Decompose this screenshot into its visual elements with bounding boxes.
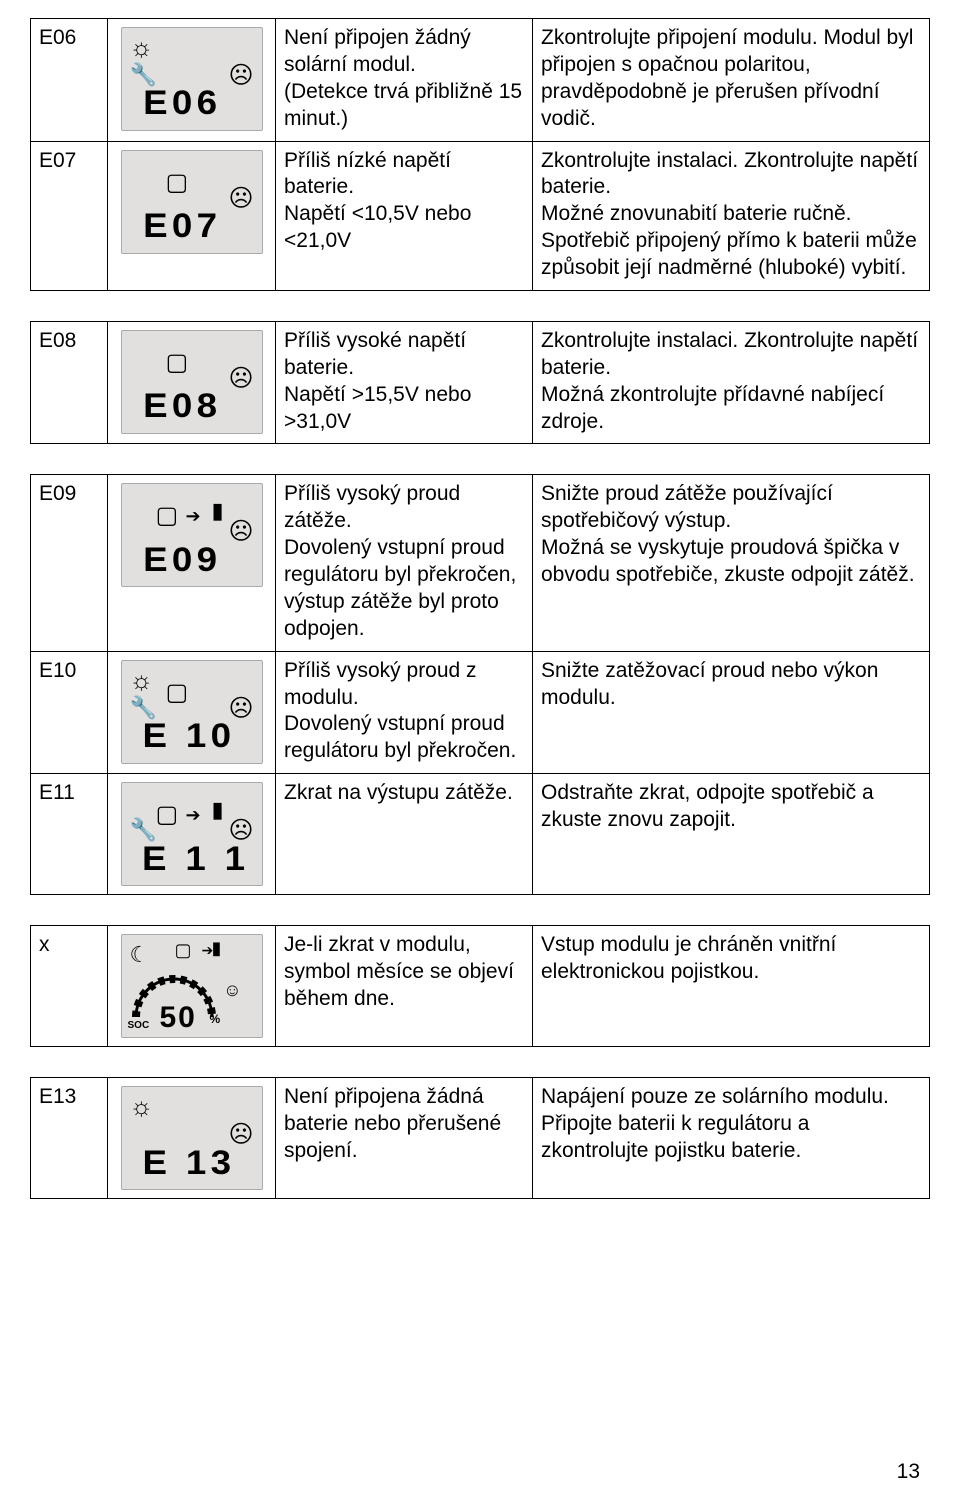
remedy-cell: Zkontrolujte instalaci. Zkontrolujte nap… [533, 141, 930, 290]
error-code-cell: x [31, 926, 108, 1047]
table-row: E06☼🔧☹E06Není připojen žádný solární mod… [31, 19, 930, 142]
cause-cell: Příliš vysoký proud z modulu.Dovolený vs… [276, 651, 533, 774]
sun-icon: ☼ [130, 1093, 154, 1119]
error-code-display: E09 [143, 539, 221, 583]
sad-face-icon: ☹ [228, 520, 253, 544]
sun-icon: ☼ [130, 34, 154, 60]
error-code-cell: E08 [31, 321, 108, 444]
battery-icon: ▢ [166, 681, 189, 705]
error-table: E06☼🔧☹E06Není připojen žádný solární mod… [30, 18, 930, 291]
display-image-cell: ▢ ☹ E07 [108, 141, 276, 290]
display-image-cell: ☾▢➔▮☺SOC50% [108, 926, 276, 1047]
smile-icon: ☺ [223, 979, 241, 1002]
table-row: E11🔧▢➔▮☹E 1 1Zkrat na výstupu zátěže.Ods… [31, 774, 930, 895]
sad-face-icon: ☹ [228, 64, 253, 88]
remedy-cell: Snižte proud zátěže používající spotřebi… [533, 475, 930, 651]
sad-face-icon: ☹ [228, 187, 253, 211]
error-code-display: E 1 1 [142, 838, 249, 882]
soc-value: 50 [160, 999, 197, 1037]
bulb-icon: ▮ [212, 937, 254, 960]
bulb-icon: ▮ [212, 500, 224, 522]
lcd-display: ☼🔧☹E06 [121, 27, 263, 131]
remedy-cell: Vstup modulu je chráněn vnitřní elektron… [533, 926, 930, 1047]
arrow-icon: ➔ [186, 806, 201, 824]
remedy-cell: Snižte zatěžovací proud nebo výkon modul… [533, 651, 930, 774]
table-row: E13☼☹E 13Není připojena žádná baterie ne… [31, 1078, 930, 1199]
cause-cell: Není připojen žádný solární modul.(Detek… [276, 19, 533, 142]
battery-icon: ▢ [175, 939, 192, 962]
cause-cell: Příliš nízké napětí baterie.Napětí <10,5… [276, 141, 533, 290]
cause-cell: Příliš vysoké napětí baterie.Napětí >15,… [276, 321, 533, 444]
remedy-cell: Zkontrolujte instalaci. Zkontrolujte nap… [533, 321, 930, 444]
sun-icon: ☼ [130, 667, 154, 693]
error-table: E08 ▢ ☹ E08 Příliš vysoké napětí baterie.Nap… [30, 321, 930, 445]
battery-icon: ▢ [166, 171, 189, 195]
cause-cell: Zkrat na výstupu zátěže. [276, 774, 533, 895]
remedy-cell: Napájení pouze ze solárního modulu. Přip… [533, 1078, 930, 1199]
lcd-display: ▢ ➔ ▮☹ E09 [121, 483, 263, 587]
lcd-display: ▢ ☹ E08 [121, 330, 263, 434]
error-code-display: E 10 [142, 715, 235, 759]
lcd-display-soc: ☾▢➔▮☺SOC50% [121, 934, 263, 1038]
error-code-cell: E10 [31, 651, 108, 774]
battery-icon: ▢ [156, 803, 179, 827]
error-code-cell: E07 [31, 141, 108, 290]
error-code-cell: E09 [31, 475, 108, 651]
lcd-display: ☼☹E 13 [121, 1086, 263, 1190]
display-image-cell: 🔧▢➔▮☹E 1 1 [108, 774, 276, 895]
error-code-display: E08 [143, 385, 221, 429]
table-row: x☾▢➔▮☺SOC50%Je-li zkrat v modulu, symbol… [31, 926, 930, 1047]
lcd-display: ▢ ☹ E07 [121, 150, 263, 254]
cause-cell: Příliš vysoký proud zátěže.Dovolený vstu… [276, 475, 533, 651]
table-row: E07 ▢ ☹ E07 Příliš nízké napětí baterie.Napě… [31, 141, 930, 290]
display-image-cell: ☼🔧☹E06 [108, 19, 276, 142]
soc-label: SOC [128, 1020, 150, 1033]
error-code-display: E 13 [142, 1142, 235, 1186]
table-row: E10☼🔧▢☹E 10Příliš vysoký proud z modulu.… [31, 651, 930, 774]
lcd-display: 🔧▢➔▮☹E 1 1 [121, 782, 263, 886]
battery-icon: ▢ [156, 504, 179, 528]
error-table: E13☼☹E 13Není připojena žádná baterie ne… [30, 1077, 930, 1199]
error-code-cell: E13 [31, 1078, 108, 1199]
percent-label: % [210, 1012, 221, 1027]
error-code-cell: E11 [31, 774, 108, 895]
lcd-display: ☼🔧▢☹E 10 [121, 660, 263, 764]
cause-cell: Není připojena žádná baterie nebo přeruš… [276, 1078, 533, 1199]
remedy-cell: Zkontrolujte připojení modulu. Modul byl… [533, 19, 930, 142]
bulb-icon: ▮ [212, 799, 224, 821]
display-image-cell: ▢ ➔ ▮☹ E09 [108, 475, 276, 651]
table-row: E08 ▢ ☹ E08 Příliš vysoké napětí baterie.Nap… [31, 321, 930, 444]
display-image-cell: ▢ ☹ E08 [108, 321, 276, 444]
page: E06☼🔧☹E06Není připojen žádný solární mod… [0, 0, 960, 1504]
battery-icon: ▢ [166, 351, 189, 375]
table-row: E09 ▢ ➔ ▮☹ E09 Příliš vysoký proud zátěže.Dov… [31, 475, 930, 651]
remedy-cell: Odstraňte zkrat, odpojte spotřebič a zku… [533, 774, 930, 895]
moon-icon: ☾ [130, 941, 150, 969]
arrow-icon: ➔ [186, 507, 201, 525]
error-table: x☾▢➔▮☺SOC50%Je-li zkrat v modulu, symbol… [30, 925, 930, 1047]
error-code-display: E06 [143, 82, 221, 126]
display-image-cell: ☼☹E 13 [108, 1078, 276, 1199]
error-tables-container: E06☼🔧☹E06Není připojen žádný solární mod… [30, 18, 930, 1199]
error-table: E09▢➔▮☹E09Příliš vysoký proud zátěže.Dov… [30, 474, 930, 895]
sad-face-icon: ☹ [228, 367, 253, 391]
page-number: 13 [897, 1460, 920, 1484]
display-image-cell: ☼🔧▢☹E 10 [108, 651, 276, 774]
error-code-display: E07 [143, 205, 221, 249]
cause-cell: Je-li zkrat v modulu, symbol měsíce se o… [276, 926, 533, 1047]
error-code-cell: E06 [31, 19, 108, 142]
